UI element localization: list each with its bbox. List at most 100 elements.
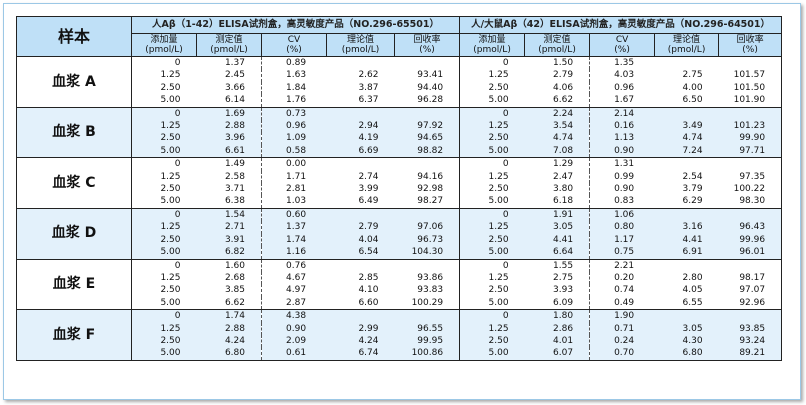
data-cell: 100.86	[394, 347, 461, 361]
data-cell	[654, 107, 719, 121]
data-cell	[718, 157, 783, 171]
group-header: 人/大鼠Aβ（42）ELISA试剂盒，高灵敏度产品（NO.296-64501）	[459, 16, 783, 34]
data-cell: 2.24	[524, 107, 590, 121]
data-cell: 3.79	[682, 184, 703, 195]
data-cell	[718, 56, 783, 70]
data-cell: 1.69	[196, 107, 262, 121]
data-cell: 3.93	[553, 285, 574, 296]
data-cell: 1.25	[160, 70, 181, 81]
data-cell: 2.45	[224, 70, 245, 81]
data-cell: 2.50	[131, 132, 197, 145]
data-cell: 0	[174, 58, 181, 68]
data-cell: 1.25	[131, 120, 197, 133]
data-cell: 0.73	[261, 107, 327, 121]
column-unit: (%)	[286, 45, 302, 55]
data-cell: 5.00	[131, 144, 197, 159]
data-cell	[394, 107, 461, 121]
data-cell: 4.06	[553, 82, 574, 93]
data-cell: 1.76	[261, 94, 327, 108]
data-cell: 4.19	[326, 132, 395, 145]
data-cell: 0	[459, 309, 525, 323]
data-row: 血浆 C 0 1.49 0.00 0 1.29 1.31	[16, 157, 783, 209]
data-cell: 89.21	[718, 347, 783, 361]
data-cell: 1.37	[261, 221, 327, 234]
data-cell: 1.25	[488, 171, 509, 182]
data-cell: 0.60	[261, 208, 327, 222]
column-header: CV (%)	[261, 33, 327, 57]
data-cell: 1.17	[589, 233, 655, 247]
data-cell: 6.64	[524, 246, 590, 260]
data-row: 5.00 6.62 2.87 6.60 100.29 5.00 6.09 0.49 6.55 92…	[17, 296, 783, 311]
data-cell: 101.90	[718, 94, 783, 108]
data-cell: 101.57	[718, 69, 783, 82]
data-cell: 2.50	[488, 285, 509, 296]
data-cell: 94.65	[394, 132, 461, 145]
column-unit: (pmol/L)	[538, 45, 576, 55]
data-row: 1.25 2.45 1.63 2.62 93.41 1.25 2.79 4.03 2.75 101…	[17, 69, 783, 82]
data-cell: 5.00	[459, 195, 525, 209]
column-unit: (pmol/L)	[473, 45, 511, 55]
data-cell: 99.90	[718, 132, 783, 145]
data-cell: 5.00	[459, 347, 525, 361]
data-cell: 6.69	[326, 144, 395, 159]
column-header: 测定值 (pmol/L)	[524, 33, 591, 57]
data-cell	[394, 259, 461, 272]
data-cell: 5.00	[459, 296, 525, 311]
data-cell: 4.74	[654, 132, 719, 145]
data-cell: 2.09	[261, 334, 327, 348]
data-cell: 2.50	[488, 82, 509, 93]
data-cell: 92.98	[394, 183, 461, 196]
column-name: CV	[287, 35, 301, 45]
data-cell	[394, 309, 461, 323]
data-row: 2.50 3.85 4.97 4.10 93.83 2.50 3.93 0.74 4.05 97.…	[17, 284, 783, 297]
data-cell: 6.14	[196, 94, 262, 108]
data-cell: 3.66	[224, 82, 245, 93]
data-cell	[394, 157, 461, 171]
data-cell: 1.74	[261, 233, 327, 247]
data-cell: 1.49	[224, 159, 245, 170]
data-cell	[394, 56, 461, 70]
data-cell: 2.54	[682, 171, 703, 182]
column-name: 添加量	[150, 35, 178, 45]
data-cell: 96.28	[394, 94, 461, 108]
data-cell: 0.96	[261, 120, 327, 133]
data-cell: 0.80	[589, 221, 655, 234]
column-header: 添加量 (pmol/L)	[131, 33, 197, 57]
data-cell: 0	[131, 208, 197, 222]
data-cell: 93.86	[394, 271, 461, 285]
subheader-row: 添加量 (pmol/L) 测定值 (pmol/L) CV (%) 理论值 (pmol/L) 回收…	[17, 33, 783, 57]
column-unit: (pmol/L)	[145, 45, 183, 55]
data-cell: 4.01	[524, 334, 590, 348]
data-cell: 1.09	[261, 132, 327, 145]
data-row: 血浆 A 0 1.37 0.89 0 1.50 1.35	[16, 56, 783, 108]
data-cell: 3.87	[358, 82, 379, 93]
data-cell: 2.14	[589, 107, 655, 121]
data-cell	[718, 259, 783, 272]
data-cell: 0	[459, 208, 525, 222]
data-cell: 1.60	[224, 260, 245, 271]
data-cell: 6.80	[196, 347, 262, 361]
column-unit: (%)	[419, 45, 435, 55]
data-cell: 6.80	[654, 347, 719, 361]
data-cell: 2.50	[459, 233, 525, 247]
data-cell: 104.30	[394, 246, 461, 260]
column-name: 理论值	[673, 35, 701, 45]
data-cell	[654, 309, 719, 323]
column-header: 回收率 (%)	[718, 33, 783, 57]
data-cell: 2.21	[589, 259, 655, 272]
data-cell: 0	[131, 107, 197, 121]
data-cell: 4.03	[589, 69, 655, 82]
data-row: 5.00 6.38 1.03 6.49 98.27 5.00 6.18 0.83 6.29 98.…	[17, 195, 783, 209]
column-unit: (pmol/L)	[341, 45, 380, 55]
data-cell: 2.80	[682, 272, 703, 283]
data-cell: 1.63	[261, 69, 327, 82]
data-cell: 0.70	[589, 347, 655, 361]
data-cell: 0.90	[589, 144, 655, 159]
data-row: 2.50 3.91 1.74 4.04 96.73 2.50 4.41 1.17 4.41 99.…	[17, 233, 783, 247]
data-row: 1.25 2.58 1.71 2.74 94.16 1.25 2.47 0.99 2.54 97.…	[17, 170, 783, 184]
data-cell: 0	[174, 159, 181, 170]
data-cell: 0.00	[261, 157, 327, 171]
sample-name: 血浆 E	[16, 258, 132, 311]
data-cell: 2.68	[224, 272, 245, 283]
